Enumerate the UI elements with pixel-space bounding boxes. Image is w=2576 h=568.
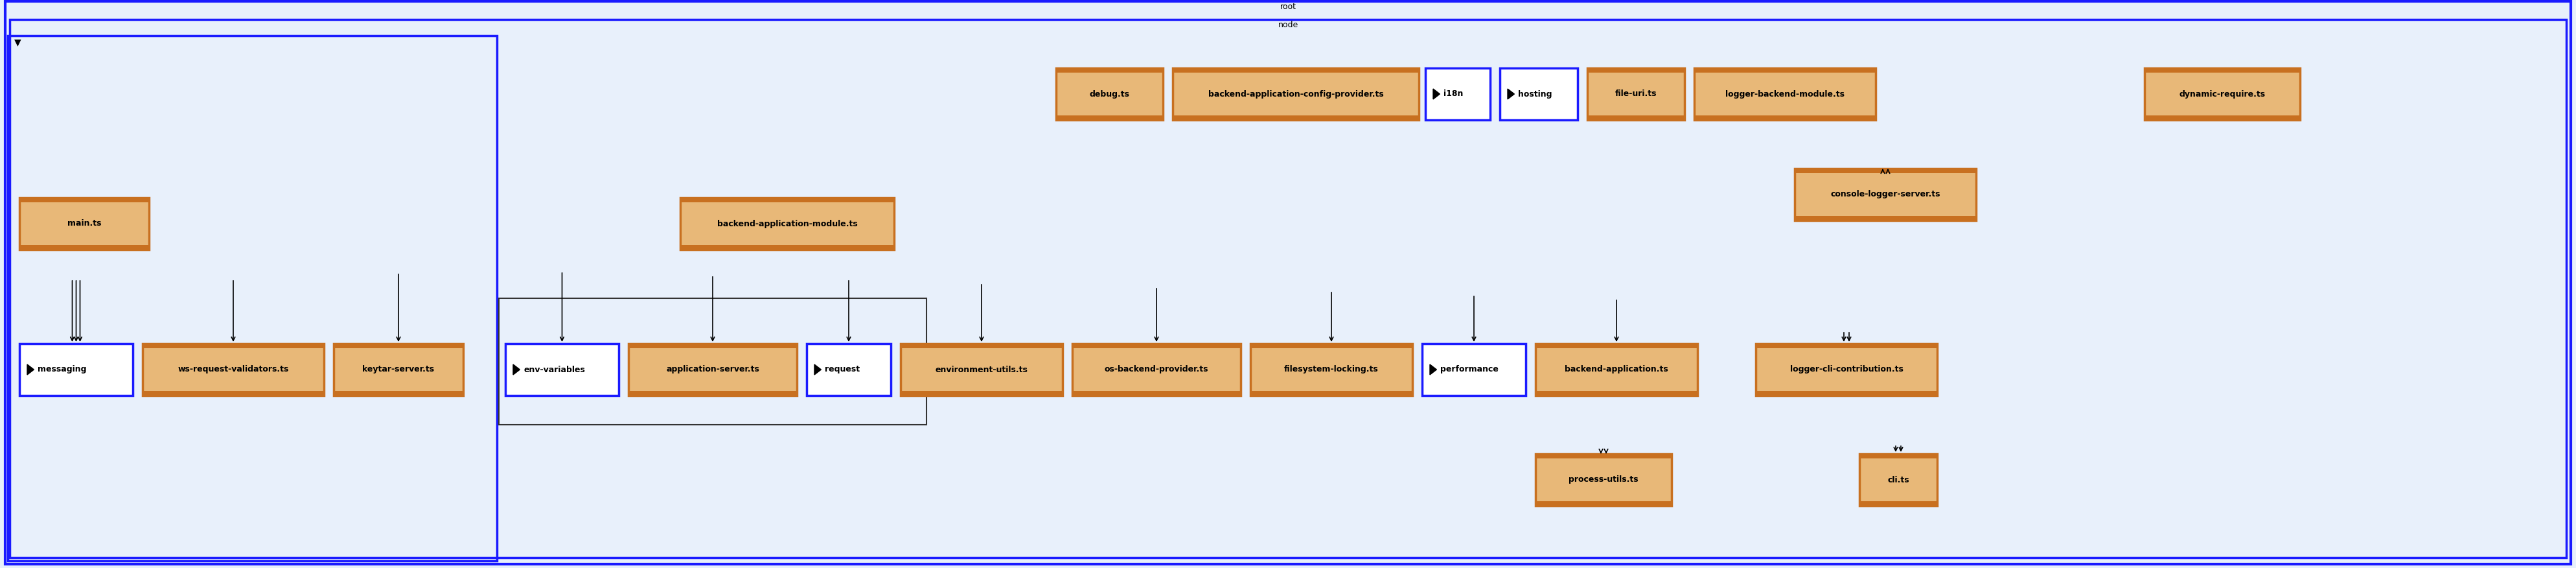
FancyBboxPatch shape [1249, 344, 1412, 395]
FancyBboxPatch shape [629, 391, 796, 395]
Text: logger-cli-contribution.ts: logger-cli-contribution.ts [1790, 365, 1904, 374]
FancyBboxPatch shape [505, 344, 618, 395]
FancyBboxPatch shape [1695, 115, 1875, 120]
FancyBboxPatch shape [1535, 501, 1672, 506]
FancyBboxPatch shape [21, 344, 134, 395]
FancyBboxPatch shape [1172, 115, 1419, 120]
Text: backend-application-config-provider.ts: backend-application-config-provider.ts [1208, 90, 1383, 98]
FancyBboxPatch shape [1249, 391, 1412, 395]
FancyBboxPatch shape [1072, 344, 1242, 395]
FancyBboxPatch shape [1757, 344, 1937, 395]
FancyBboxPatch shape [1795, 169, 1976, 173]
FancyBboxPatch shape [1056, 68, 1162, 73]
FancyBboxPatch shape [2143, 115, 2300, 120]
FancyBboxPatch shape [1535, 344, 1698, 395]
Text: dynamic-require.ts: dynamic-require.ts [2179, 90, 2264, 98]
Text: messaging: messaging [39, 365, 88, 374]
FancyBboxPatch shape [1249, 344, 1412, 348]
FancyBboxPatch shape [1860, 501, 1937, 506]
FancyBboxPatch shape [1757, 344, 1937, 348]
FancyBboxPatch shape [21, 198, 149, 202]
Text: hosting: hosting [1517, 90, 1553, 98]
Text: root: root [1280, 3, 1296, 11]
Text: logger-backend-module.ts: logger-backend-module.ts [1726, 90, 1844, 98]
FancyBboxPatch shape [1072, 391, 1242, 395]
FancyBboxPatch shape [1172, 68, 1419, 73]
FancyBboxPatch shape [21, 198, 149, 249]
FancyBboxPatch shape [335, 344, 464, 348]
Text: environment-utils.ts: environment-utils.ts [935, 365, 1028, 374]
FancyBboxPatch shape [335, 344, 464, 395]
Text: os-backend-provider.ts: os-backend-provider.ts [1105, 365, 1208, 374]
Text: ▼: ▼ [15, 37, 21, 47]
FancyBboxPatch shape [1860, 454, 1937, 458]
Text: debug.ts: debug.ts [1090, 90, 1131, 98]
FancyBboxPatch shape [335, 391, 464, 395]
FancyBboxPatch shape [680, 198, 894, 249]
Text: process-utils.ts: process-utils.ts [1569, 475, 1638, 484]
Text: env-variables: env-variables [523, 365, 585, 374]
Text: backend-application-module.ts: backend-application-module.ts [716, 219, 858, 228]
Text: application-server.ts: application-server.ts [667, 365, 760, 374]
Polygon shape [1432, 89, 1440, 99]
FancyBboxPatch shape [2143, 68, 2300, 73]
FancyBboxPatch shape [1535, 391, 1698, 395]
Text: cli.ts: cli.ts [1888, 475, 1909, 484]
Text: backend-application.ts: backend-application.ts [1564, 365, 1669, 374]
Polygon shape [814, 365, 822, 375]
FancyBboxPatch shape [1535, 454, 1672, 506]
FancyBboxPatch shape [1587, 115, 1685, 120]
FancyBboxPatch shape [902, 391, 1061, 395]
FancyBboxPatch shape [21, 245, 149, 249]
FancyBboxPatch shape [10, 19, 2566, 558]
FancyBboxPatch shape [1860, 454, 1937, 506]
FancyBboxPatch shape [1795, 216, 1976, 220]
FancyBboxPatch shape [1757, 391, 1937, 395]
Polygon shape [513, 365, 520, 375]
Text: request: request [824, 365, 860, 374]
FancyBboxPatch shape [142, 391, 325, 395]
FancyBboxPatch shape [1172, 68, 1419, 120]
FancyBboxPatch shape [1425, 68, 1489, 120]
FancyBboxPatch shape [902, 344, 1061, 395]
Text: ws-request-validators.ts: ws-request-validators.ts [178, 365, 289, 374]
FancyBboxPatch shape [1499, 68, 1577, 120]
FancyBboxPatch shape [680, 245, 894, 249]
Text: performance: performance [1440, 365, 1499, 374]
FancyBboxPatch shape [142, 344, 325, 348]
Text: filesystem-locking.ts: filesystem-locking.ts [1285, 365, 1378, 374]
FancyBboxPatch shape [629, 344, 796, 348]
Text: keytar-server.ts: keytar-server.ts [363, 365, 435, 374]
Text: console-logger-server.ts: console-logger-server.ts [1832, 190, 1940, 199]
FancyBboxPatch shape [1535, 454, 1672, 458]
FancyBboxPatch shape [1587, 68, 1685, 120]
FancyBboxPatch shape [5, 1, 2571, 564]
FancyBboxPatch shape [1072, 344, 1242, 348]
FancyBboxPatch shape [1056, 115, 1162, 120]
FancyBboxPatch shape [680, 198, 894, 202]
Text: i18n: i18n [1443, 90, 1463, 98]
Text: main.ts: main.ts [67, 219, 100, 228]
FancyBboxPatch shape [2143, 68, 2300, 120]
Text: node: node [1278, 21, 1298, 29]
FancyBboxPatch shape [1795, 169, 1976, 220]
FancyBboxPatch shape [806, 344, 891, 395]
FancyBboxPatch shape [1695, 68, 1875, 73]
FancyBboxPatch shape [1422, 344, 1525, 395]
Polygon shape [28, 365, 33, 375]
FancyBboxPatch shape [1695, 68, 1875, 120]
FancyBboxPatch shape [1056, 68, 1162, 120]
FancyBboxPatch shape [902, 344, 1061, 348]
FancyBboxPatch shape [1535, 344, 1698, 348]
FancyBboxPatch shape [629, 344, 796, 395]
FancyBboxPatch shape [142, 344, 325, 395]
Polygon shape [1430, 365, 1437, 375]
Polygon shape [1507, 89, 1515, 99]
Text: file-uri.ts: file-uri.ts [1615, 90, 1656, 98]
FancyBboxPatch shape [1587, 68, 1685, 73]
